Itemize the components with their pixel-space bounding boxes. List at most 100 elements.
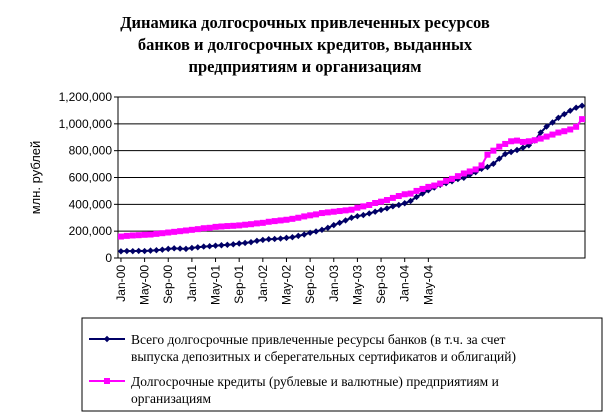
data-point — [330, 208, 337, 215]
data-point — [496, 143, 503, 150]
data-point — [188, 226, 195, 233]
data-point — [170, 245, 178, 252]
chart-title: Динамика долгосрочных привлеченных ресур… — [120, 13, 490, 76]
data-point — [224, 223, 231, 230]
data-point — [543, 133, 550, 140]
data-point — [177, 228, 184, 235]
data-point — [188, 244, 196, 252]
y-axis-label: млн. рублей — [28, 141, 43, 215]
data-point — [330, 221, 337, 229]
data-point — [194, 226, 201, 233]
data-point — [265, 236, 272, 243]
data-point — [248, 221, 255, 228]
x-tick-label: Sep-03 — [374, 265, 388, 304]
data-point — [543, 123, 550, 130]
x-tick-label: May-00 — [138, 265, 152, 305]
data-point — [572, 104, 580, 111]
data-point — [277, 217, 284, 224]
y-tick-label: 1,000,000 — [59, 117, 113, 131]
x-tick-label: Jan-02 — [256, 265, 270, 302]
data-point — [241, 239, 249, 247]
data-point — [289, 234, 296, 241]
data-point — [336, 219, 343, 227]
data-point — [478, 162, 485, 169]
data-point — [271, 235, 278, 243]
data-point — [123, 232, 130, 239]
data-point — [490, 147, 497, 154]
data-point — [342, 207, 349, 214]
data-point — [129, 232, 136, 239]
data-point — [176, 245, 184, 252]
data-point — [472, 166, 479, 173]
data-point — [561, 128, 568, 135]
data-point — [401, 191, 408, 198]
data-point — [104, 378, 110, 384]
x-axis: Jan-00 May-00 Sep-00 Jan-01 May-01 Sep-01 Jan-… — [114, 258, 435, 305]
x-tick-label: Sep-02 — [303, 265, 317, 304]
data-point — [235, 240, 243, 247]
chart-title-line: предприятиям и организациям — [188, 57, 421, 76]
data-point — [531, 137, 538, 144]
data-point — [519, 144, 527, 151]
data-point — [579, 116, 586, 123]
data-point — [514, 137, 521, 144]
legend-label: Долгосрочные кредиты (рублевые и валютны… — [131, 374, 499, 389]
data-point — [389, 194, 396, 201]
data-point — [200, 243, 207, 250]
x-tick-label: Sep-00 — [161, 265, 175, 304]
data-point — [206, 224, 213, 231]
data-point — [360, 211, 367, 219]
chart-title-line: банков и долгосрочных кредитов, выданных — [138, 35, 473, 54]
data-point — [103, 335, 111, 343]
data-point — [537, 135, 544, 142]
y-tick-label: 600,000 — [69, 171, 113, 185]
data-point — [135, 247, 142, 255]
data-point — [348, 206, 355, 213]
data-point — [466, 168, 473, 175]
data-point — [366, 202, 373, 209]
data-point — [135, 232, 142, 239]
data-point — [277, 235, 284, 242]
data-point — [484, 163, 491, 171]
data-point — [519, 138, 526, 145]
legend-label: организациям — [131, 391, 211, 406]
data-point — [383, 197, 390, 204]
data-point — [265, 218, 272, 225]
data-point — [129, 247, 136, 255]
data-point — [549, 119, 556, 126]
data-point — [253, 220, 260, 227]
legend-item: Долгосрочные кредиты (рублевые и валютны… — [89, 374, 499, 406]
x-tick-label: Jan-04 — [398, 265, 412, 302]
data-point — [200, 225, 207, 232]
data-point — [407, 190, 414, 197]
series-2 — [117, 116, 586, 240]
data-point — [496, 155, 503, 162]
data-point — [443, 177, 450, 184]
data-point — [289, 215, 296, 222]
data-point — [448, 175, 455, 182]
data-point — [253, 237, 261, 245]
series-layer — [117, 102, 586, 255]
data-point — [171, 228, 178, 235]
data-point — [194, 244, 202, 251]
data-point — [123, 247, 131, 255]
data-point — [348, 214, 355, 221]
data-point — [153, 247, 160, 254]
data-point — [425, 183, 432, 190]
data-point — [153, 230, 160, 237]
legend-box — [81, 317, 603, 412]
data-point — [395, 193, 402, 200]
data-point — [342, 217, 349, 224]
data-point — [507, 148, 515, 156]
y-tick-label: 400,000 — [69, 197, 113, 211]
data-point — [318, 210, 325, 217]
data-point — [159, 246, 166, 253]
data-point — [525, 138, 532, 145]
data-point — [259, 219, 266, 226]
data-point — [383, 205, 391, 212]
data-point — [324, 209, 331, 216]
data-point — [413, 193, 420, 201]
data-point — [218, 223, 225, 230]
data-point — [460, 170, 467, 177]
